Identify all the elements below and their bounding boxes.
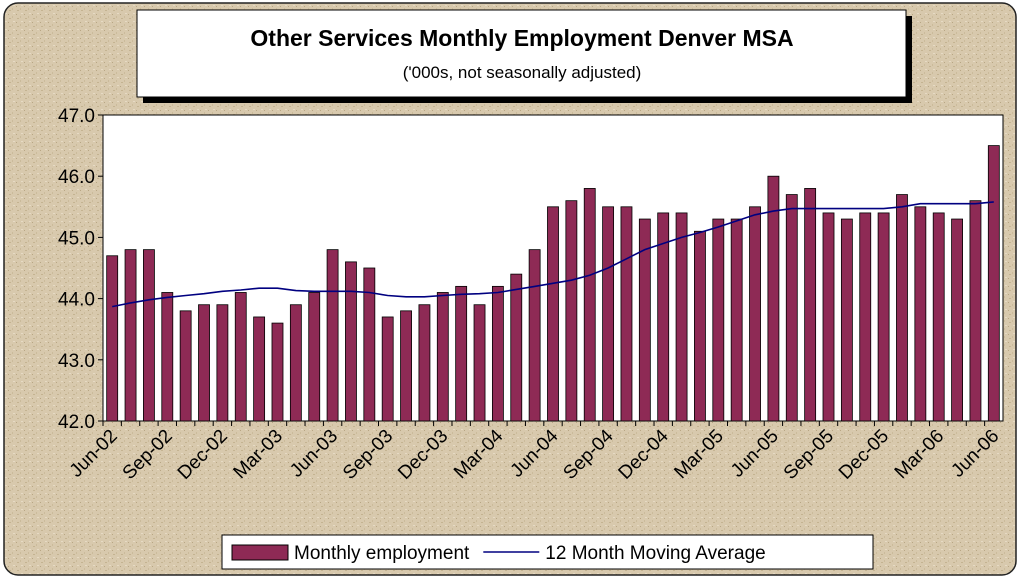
bar: [216, 304, 229, 422]
bar: [381, 316, 394, 422]
bar: [822, 212, 835, 422]
y-tick-label: 47.0: [58, 106, 95, 127]
legend-box: [221, 534, 874, 570]
chart-subtitle: ('000s, not seasonally adjusted): [403, 63, 642, 82]
bar: [124, 249, 137, 422]
bar: [565, 200, 578, 422]
bar: [694, 230, 706, 422]
bar: [106, 255, 119, 422]
bar: [161, 292, 174, 422]
bar: [583, 188, 596, 422]
legend: Monthly employment 12 Month Moving Averag…: [231, 543, 766, 564]
bar: [253, 316, 266, 422]
bar: [528, 249, 541, 422]
bar: [767, 175, 780, 422]
bar: [491, 285, 504, 422]
bar: [308, 292, 321, 422]
bar: [877, 212, 890, 422]
bar: [234, 292, 247, 422]
bar: [969, 200, 982, 422]
bar: [804, 188, 817, 422]
bar: [547, 206, 559, 422]
bar: [785, 194, 798, 422]
bar: [675, 212, 688, 422]
bar: [987, 145, 1000, 422]
bar: [436, 292, 449, 422]
bar: [932, 212, 945, 422]
y-tick-label: 43.0: [58, 351, 95, 372]
legend-label: 12 Month Moving Average: [545, 543, 765, 564]
bar: [859, 212, 872, 422]
y-tick-label: 44.0: [58, 290, 95, 311]
y-tick-label: 46.0: [58, 167, 95, 188]
line: [112, 201, 994, 308]
bar: [602, 206, 615, 422]
bar: [289, 304, 302, 422]
bar: [143, 249, 155, 422]
bar: [638, 218, 651, 422]
y-tick-label: 45.0: [58, 228, 95, 249]
bar: [400, 310, 412, 422]
bar: [345, 261, 357, 422]
bar: [896, 194, 908, 422]
bar: [473, 304, 486, 422]
bar: [363, 267, 376, 422]
chart-title: Other Services Monthly Employment Denver…: [250, 25, 793, 51]
bar: [951, 218, 963, 422]
bar: [712, 218, 725, 422]
legend-swatch: [231, 544, 289, 561]
bar: [730, 218, 743, 422]
bar: [179, 310, 192, 422]
bar: [840, 218, 853, 422]
bar: [749, 206, 761, 422]
title-box: [136, 9, 907, 98]
bar: [657, 212, 670, 422]
bar: [418, 304, 431, 422]
bar: [510, 273, 523, 422]
bar: [455, 285, 468, 422]
bar: [198, 304, 210, 422]
bar: [914, 206, 927, 422]
y-tick-label: 42.0: [58, 412, 95, 433]
bar: [326, 249, 339, 422]
bar: [620, 206, 633, 422]
legend-label: Monthly employment: [294, 543, 470, 564]
bar: [271, 322, 284, 422]
